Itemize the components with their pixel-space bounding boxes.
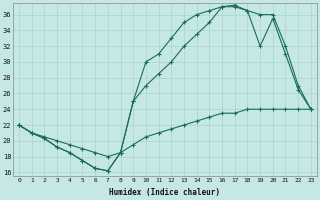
X-axis label: Humidex (Indice chaleur): Humidex (Indice chaleur) [109, 188, 220, 197]
